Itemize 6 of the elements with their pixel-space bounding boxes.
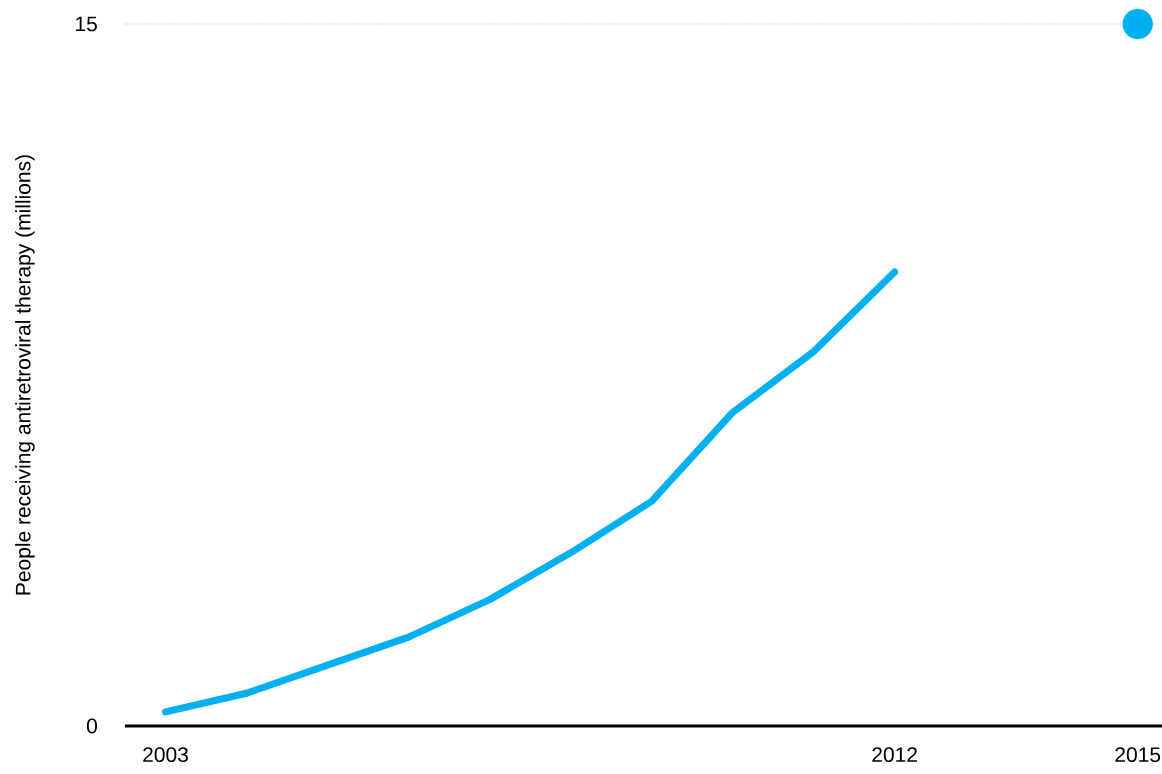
x-tick-label: 2003 xyxy=(143,747,188,763)
y-axis-title: People receiving antiretroviral therapy (millions) xyxy=(15,155,35,595)
y-tick-label: 15 xyxy=(76,16,97,32)
x-tick-label: 2015 xyxy=(1115,747,1161,763)
y-tick-label: 0 xyxy=(86,718,97,734)
x-tick-label: 2012 xyxy=(872,747,917,763)
